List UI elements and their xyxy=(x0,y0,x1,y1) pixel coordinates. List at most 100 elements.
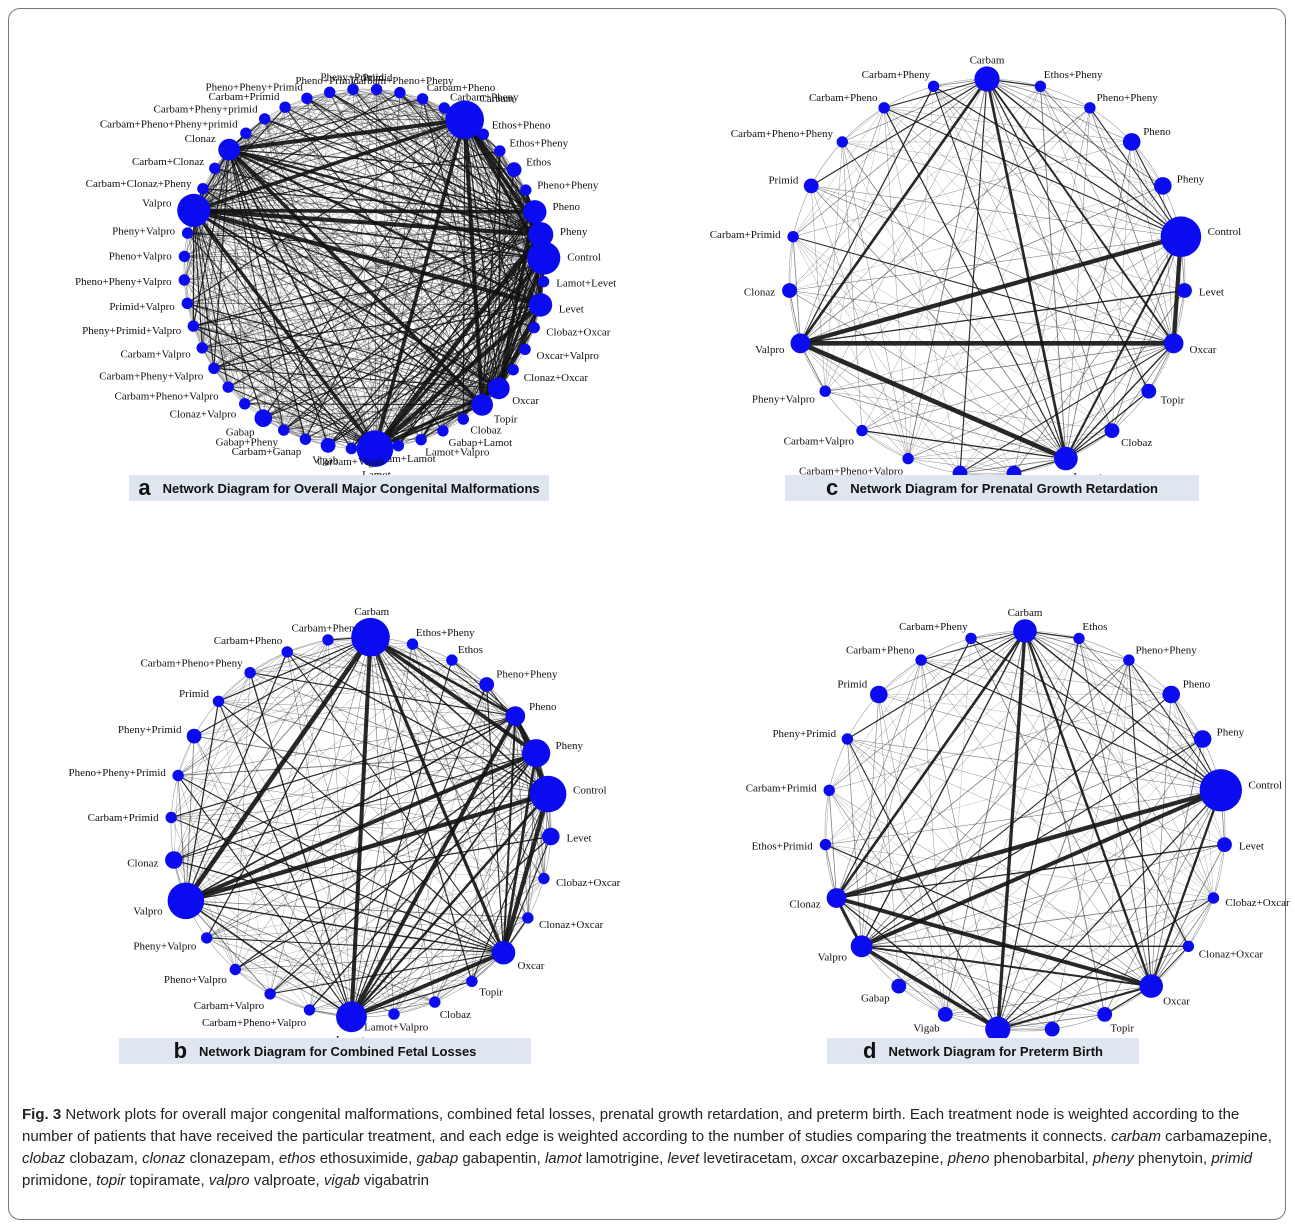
network-edge xyxy=(185,736,195,901)
network-edge xyxy=(1131,141,1185,291)
network-edge xyxy=(173,659,453,861)
network-edge xyxy=(800,86,1041,344)
network-edge xyxy=(187,233,215,369)
network-edge xyxy=(945,844,1225,1015)
treatment-label: Pheno+Valpro xyxy=(164,974,228,986)
network-edge xyxy=(1024,630,1189,947)
treatment-node xyxy=(415,434,427,446)
treatment-label: Pheny+Primid xyxy=(320,72,384,84)
treatment-label: Carbam+Clonaz xyxy=(132,156,204,168)
network-edge xyxy=(264,118,422,440)
treatment-node xyxy=(320,438,336,453)
network-edge xyxy=(171,752,537,818)
treatment-label: Carbam+Ganap xyxy=(232,446,302,458)
treatment-label: Pheno+Pheny xyxy=(1136,644,1198,656)
network-edge xyxy=(185,659,453,901)
treatment-label: Carbam+Pheno+Pheny xyxy=(731,128,834,140)
abbreviation-definition: primidone xyxy=(22,1172,88,1189)
network-edge xyxy=(1111,141,1132,431)
network-edge xyxy=(486,684,505,953)
network-edge xyxy=(192,209,377,450)
network-edge xyxy=(309,637,371,1010)
panel-c: Carbam Ethos+Pheny Pheno+Pheny Pheno Pheny Co… xyxy=(649,9,1285,559)
network-edge xyxy=(227,386,376,450)
network-edge xyxy=(959,430,1113,474)
network-edge xyxy=(250,636,371,674)
network-edge xyxy=(235,969,271,995)
network-edge xyxy=(185,900,504,954)
network-edge xyxy=(835,788,1222,901)
network-edge xyxy=(828,790,999,1030)
network-edge xyxy=(829,790,1105,1015)
treatment-node xyxy=(178,250,191,263)
network-edge xyxy=(1065,141,1133,459)
network-edge xyxy=(350,950,505,1019)
network-edge xyxy=(1040,86,1149,392)
treatment-node xyxy=(239,398,251,410)
network-edge xyxy=(1162,185,1174,344)
network-edge xyxy=(811,185,1185,291)
network-edge xyxy=(861,630,1026,947)
panel-title-d: Network Diagram for Preterm Birth xyxy=(888,1043,1103,1059)
network-edge xyxy=(847,738,862,947)
network-edge xyxy=(177,651,288,776)
network-edge xyxy=(1078,638,1214,899)
network-edge xyxy=(920,659,1152,987)
treatment-node xyxy=(841,733,854,745)
figure-caption: Fig. 3 Network plots for overall major c… xyxy=(22,1104,1272,1192)
network-edge xyxy=(228,149,464,420)
network-edge xyxy=(352,89,444,431)
network-edge xyxy=(861,844,1225,947)
network-edge xyxy=(283,404,483,431)
network-edge xyxy=(829,638,972,791)
treatment-node xyxy=(487,377,510,400)
network-edge xyxy=(878,694,1221,791)
network-edge xyxy=(306,97,541,306)
network-edge xyxy=(847,738,1152,987)
treatment-label: Carbam xyxy=(1008,607,1043,619)
network-edge xyxy=(825,844,1189,947)
treatment-node xyxy=(494,145,506,157)
network-edge xyxy=(907,342,1174,459)
treatment-label: Carbam+Pheno+Pheny xyxy=(351,75,454,87)
network-edge xyxy=(1040,86,1174,344)
abbreviation-definition: valproate xyxy=(253,1172,316,1189)
network-edge xyxy=(184,279,284,431)
treatment-label: Pheny+Primid xyxy=(772,728,836,740)
network-edge xyxy=(229,98,423,151)
treatment-label: Carbam+Pheno+Valpro xyxy=(799,465,904,477)
network-diagram-c: Carbam Ethos+Pheny Pheno+Pheny Pheno Pheny Co… xyxy=(710,54,1242,494)
network-diagram-d: Carbam Ethos Pheno+Pheny Pheno Pheny Control L… xyxy=(746,607,1290,1055)
network-edge xyxy=(945,985,1152,1015)
network-edge xyxy=(861,660,922,947)
network-edge xyxy=(264,118,541,236)
treatment-node xyxy=(902,452,914,465)
treatment-node xyxy=(388,1008,400,1020)
network-edge xyxy=(193,736,310,1010)
treatment-label: Vigab xyxy=(312,455,339,467)
network-edge xyxy=(264,118,352,449)
treatment-label: Pheny+Primid+Valpro xyxy=(82,325,182,337)
network-edge xyxy=(213,89,354,369)
network-edge xyxy=(193,325,483,406)
treatment-label: Pheno+Valpro xyxy=(109,251,173,263)
treatment-label: Topir xyxy=(1110,1023,1134,1035)
network-edge xyxy=(898,985,946,1015)
treatment-label: Pheny+Primid xyxy=(118,724,182,736)
treatment-node xyxy=(181,297,193,309)
network-edge xyxy=(884,107,1132,143)
network-edge xyxy=(193,210,285,431)
network-edge xyxy=(184,279,535,328)
network-edge xyxy=(451,659,537,754)
treatment-node xyxy=(165,851,183,869)
treatment-label: Ethos xyxy=(1082,621,1107,633)
treatment-label: Clobaz xyxy=(440,1009,471,1021)
network-edge xyxy=(206,917,528,939)
treatment-label: Lamot+Valpro xyxy=(425,447,490,459)
network-edge xyxy=(178,775,551,837)
treatment-label: Oxcar xyxy=(1163,996,1190,1008)
network-edge xyxy=(825,844,1105,1015)
panel-letter-d: d xyxy=(862,1038,877,1063)
network-edge xyxy=(187,232,376,450)
abbreviation-term: clobaz xyxy=(22,1150,66,1167)
